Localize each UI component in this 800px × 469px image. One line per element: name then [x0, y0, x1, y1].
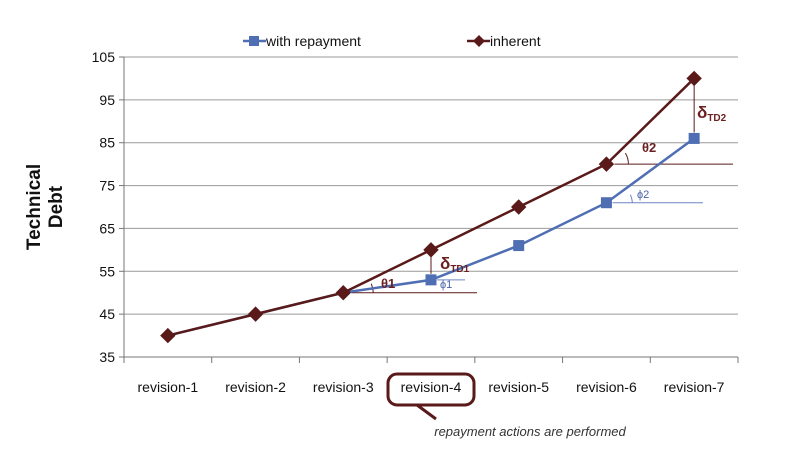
marker-with-repayment — [425, 274, 437, 286]
series-layer — [160, 70, 702, 344]
tick-label-x: revision-4 — [401, 379, 462, 395]
series-line-with-repayment — [167, 137, 695, 337]
marker-inherent — [160, 327, 176, 344]
tick-label-x: revision-2 — [225, 379, 286, 395]
highlight-pointer — [416, 403, 437, 421]
y-axis-title-line: Technical — [24, 164, 45, 250]
phi2-label: ϕ2 — [637, 189, 649, 201]
tick-label-y: 75 — [99, 178, 115, 194]
tick-label-x: revision-1 — [138, 379, 199, 395]
y-axis-title-line: Debt — [46, 185, 67, 228]
tick-label-y: 45 — [99, 306, 115, 322]
tick-label-y: 65 — [99, 220, 115, 236]
marker-inherent — [423, 242, 439, 258]
legend-label-inherent: inherent — [490, 33, 541, 49]
legend: with repayment inherent — [243, 33, 541, 49]
delta-td2-main: δ — [697, 103, 707, 122]
delta-td1-label: δTD1 — [440, 254, 470, 275]
tick-label-x: revision-7 — [664, 379, 725, 395]
theta1-label: θ1 — [381, 276, 395, 291]
annotation-lines — [351, 85, 733, 294]
tick-label-y: 95 — [99, 92, 115, 108]
marker-with-repayment — [513, 240, 525, 252]
theta2-arc — [624, 152, 629, 165]
marker-inherent — [511, 199, 527, 215]
legend-marker-with-repayment — [249, 36, 259, 46]
tick-label-y: 55 — [99, 263, 115, 279]
theta2-label: θ2 — [642, 140, 656, 155]
tick-label-x: revision-3 — [313, 379, 374, 395]
delta-td1-sub: TD1 — [450, 264, 469, 275]
highlight-box — [386, 372, 476, 407]
marker-with-repayment — [688, 132, 700, 144]
marker-with-repayment — [600, 197, 612, 209]
y-axis-title: TechnicalDebt — [24, 164, 67, 250]
tick-label-x: revision-6 — [576, 379, 637, 395]
legend-label-with-repayment: with repayment — [265, 33, 361, 49]
delta-td2-label: δTD2 — [697, 103, 727, 124]
highlight-note: repayment actions are performed — [434, 424, 626, 439]
grid-layer — [124, 56, 738, 358]
tick-label-y: 35 — [99, 349, 115, 365]
marker-inherent — [335, 285, 351, 301]
marker-inherent — [686, 70, 702, 87]
delta-td2-sub: TD2 — [707, 113, 726, 124]
marker-inherent — [598, 156, 615, 172]
phi2-arc — [629, 194, 633, 203]
tick-label-y: 85 — [99, 135, 115, 151]
series-line-inherent — [167, 77, 696, 337]
axis-layer: 35 45 55 65 75 85 95 105 revision-1 revision-2 rev… — [24, 49, 739, 395]
legend-marker-inherent — [473, 35, 485, 47]
tick-label-x: revision-5 — [488, 379, 549, 395]
tick-label-y: 105 — [92, 49, 116, 65]
phi1-label: ϕ1 — [440, 279, 452, 291]
marker-inherent — [247, 306, 264, 322]
delta-td1-main: δ — [440, 254, 450, 273]
